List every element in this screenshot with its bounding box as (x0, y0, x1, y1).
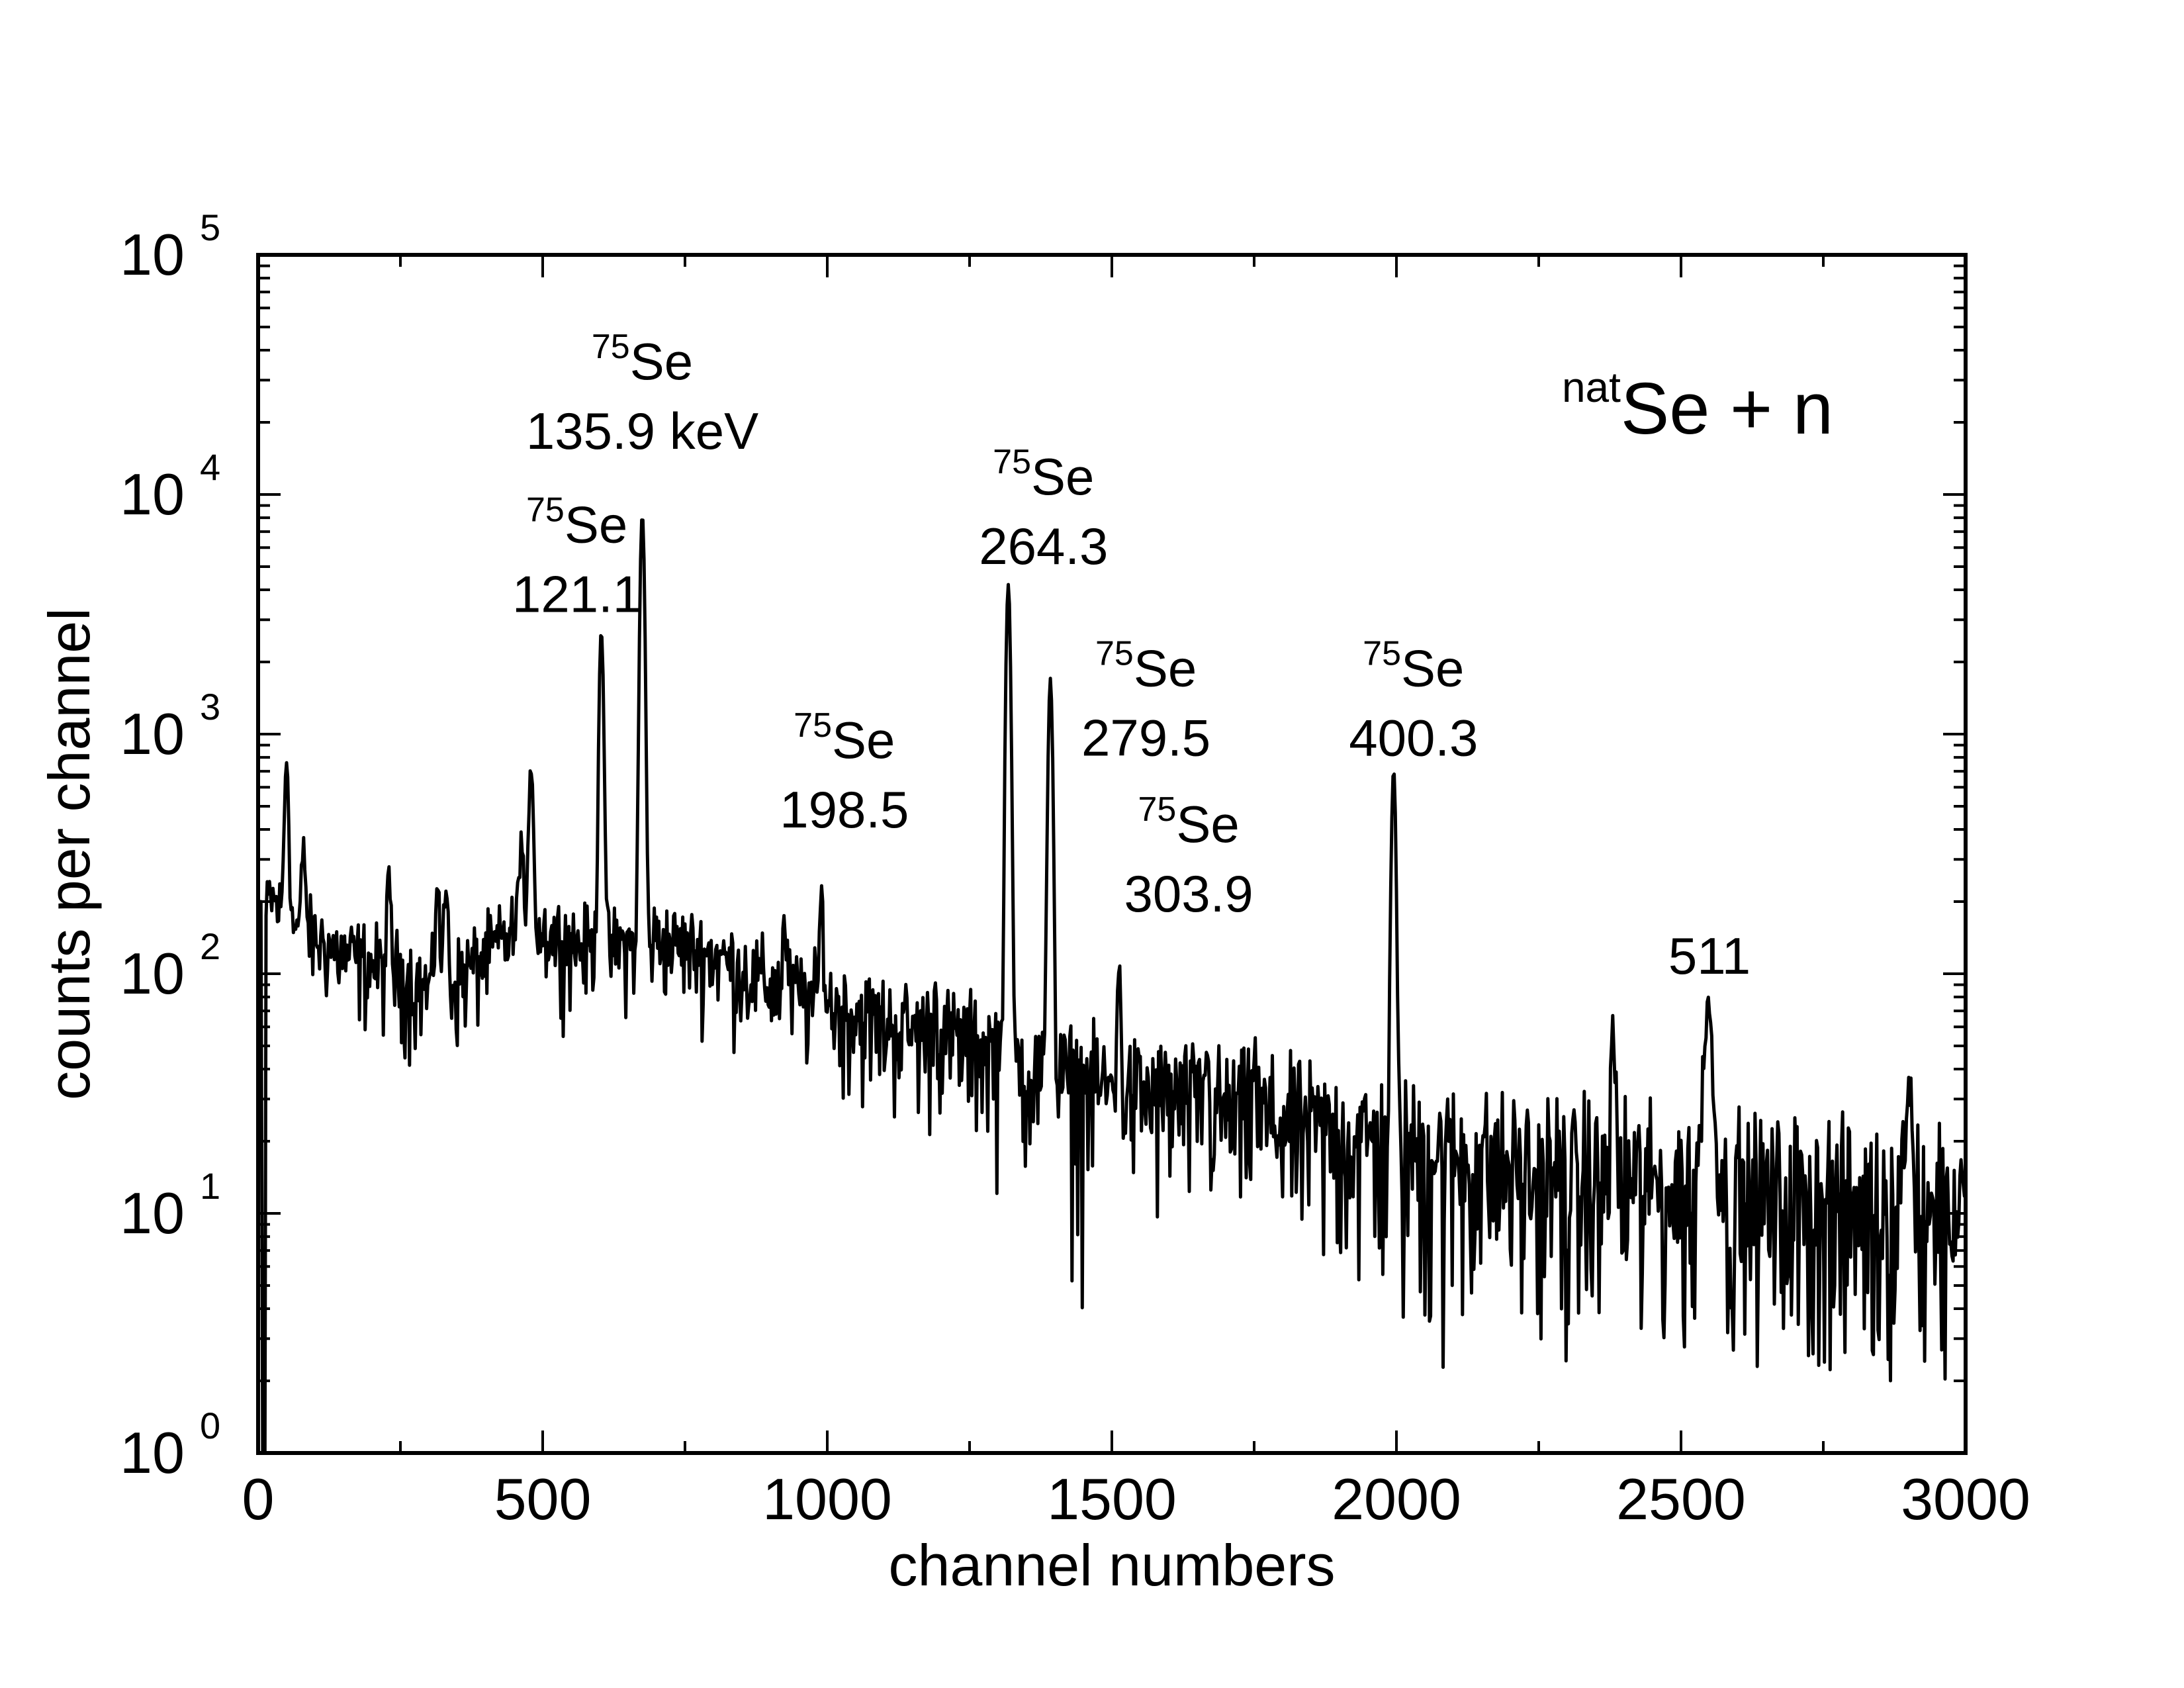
x-tick-label: 3000 (1901, 1466, 2030, 1532)
isotope-label: 75Se (993, 443, 1094, 506)
y-tick-label: 10 0 (120, 1405, 220, 1485)
y-tick-label: 10 5 (120, 207, 220, 287)
isotope-label: 75Se (1095, 635, 1197, 698)
isotope-label: 75Se (1138, 790, 1239, 853)
x-tick-label: 2500 (1616, 1466, 1746, 1532)
y-axis-title: counts per channel (36, 608, 102, 1100)
y-tick-base: 10 (120, 941, 185, 1006)
x-tick-label: 0 (242, 1466, 275, 1532)
y-tick-base: 10 (120, 222, 185, 287)
y-tick-base: 10 (120, 461, 185, 527)
plot-frame (256, 253, 1968, 1455)
y-tick-label: 10 1 (120, 1165, 220, 1246)
energy-label: 511 (1668, 927, 1751, 985)
reaction-label: natSe + n (1562, 363, 1833, 449)
isotope-label: 75Se (1363, 635, 1464, 698)
x-axis-title: channel numbers (888, 1532, 1335, 1598)
energy-label: 279.5 (1081, 709, 1210, 767)
energy-label: 121.1 (512, 565, 641, 623)
energy-label: 400.3 (1349, 709, 1478, 767)
peak-annotation: 75Se 400.3 (1349, 635, 1478, 767)
y-tick-base: 10 (120, 1420, 185, 1485)
energy-label: 135.9 keV (526, 402, 758, 460)
x-tick-label: 1000 (762, 1466, 892, 1532)
y-tick-label: 10 3 (120, 686, 220, 767)
energy-label: 198.5 (780, 780, 909, 839)
peak-annotation: 75Se 198.5 (780, 706, 909, 839)
x-tick-label: 1500 (1047, 1466, 1177, 1532)
spectrum-line (256, 518, 1968, 1455)
y-tick-exponent: 4 (200, 446, 220, 488)
x-tick-label: 500 (494, 1466, 592, 1532)
peak-annotation: 75Se 135.9 keV (526, 328, 758, 460)
y-tick-label: 10 2 (120, 925, 220, 1006)
peak-annotation: 75Se 121.1 (512, 491, 641, 623)
y-tick-exponent: 3 (200, 686, 220, 727)
peak-annotations: 75Se 135.9 keV 75Se 121.1 75Se 264.3 75Se 279.5… (512, 328, 1833, 985)
isotope-label: 75Se (794, 706, 895, 769)
y-tick-exponent: 2 (200, 925, 220, 967)
y-tick-exponent: 5 (200, 207, 220, 248)
y-tick-base: 10 (120, 701, 185, 767)
y-tick-label: 10 4 (120, 446, 220, 527)
y-tick-base: 10 (120, 1180, 185, 1246)
x-tick-label: 2000 (1332, 1466, 1461, 1532)
peak-annotation: 75Se 303.9 (1124, 790, 1253, 923)
peak-annotation: 511 (1668, 927, 1751, 985)
y-tick-exponent: 0 (200, 1405, 220, 1446)
peak-annotation: 75Se 264.3 (979, 443, 1108, 575)
energy-label: 264.3 (979, 517, 1108, 575)
isotope-label: 75Se (526, 491, 627, 553)
peak-annotation: 75Se 279.5 (1081, 635, 1210, 767)
isotope-label: 75Se (592, 328, 693, 391)
energy-label: 303.9 (1124, 865, 1253, 923)
y-tick-exponent: 1 (200, 1165, 220, 1207)
